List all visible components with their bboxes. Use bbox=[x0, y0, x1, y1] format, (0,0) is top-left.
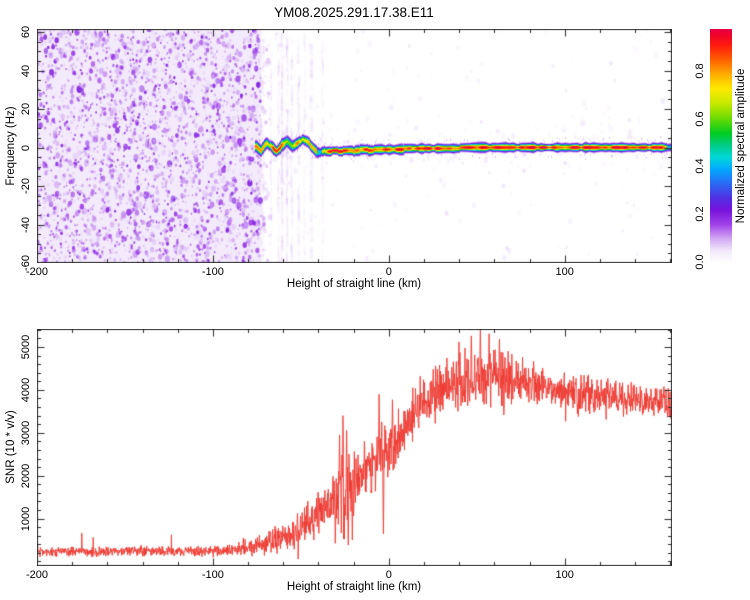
tick-label: 0 bbox=[385, 266, 392, 278]
spectrogram-x-axis-label: Height of straight line (km) bbox=[286, 278, 422, 290]
tick-label: -100 bbox=[201, 266, 224, 278]
snr-y-axis-label: SNR (10 * v/v) bbox=[5, 410, 17, 484]
tick-label: 3000 bbox=[20, 420, 32, 446]
tick-label: 5000 bbox=[20, 334, 32, 360]
colorbar-tick-label: 0.2 bbox=[694, 206, 706, 222]
tick-label: -200 bbox=[25, 569, 49, 581]
tick-label: -40 bbox=[20, 216, 32, 233]
tick-label: -100 bbox=[201, 569, 224, 581]
colorbar-canvas bbox=[710, 29, 732, 263]
tick-label: 4000 bbox=[20, 377, 32, 403]
snr-canvas bbox=[37, 329, 672, 566]
colorbar-tick-label: 0.0 bbox=[694, 254, 706, 270]
snr-x-axis-label: Height of straight line (km) bbox=[286, 581, 422, 593]
tick-label: 0 bbox=[20, 144, 32, 151]
tick-label: 0 bbox=[385, 569, 392, 581]
spectrogram-canvas bbox=[37, 29, 672, 263]
tick-label: 1000 bbox=[20, 506, 32, 531]
colorbar-tick-label: 0.8 bbox=[694, 63, 706, 79]
tick-label: 2000 bbox=[20, 463, 32, 488]
figure-title: YM08.2025.291.17.38.E11 bbox=[274, 5, 434, 20]
tick-label: -20 bbox=[20, 178, 32, 194]
tick-label: 20 bbox=[20, 102, 32, 116]
tick-label: 60 bbox=[20, 25, 32, 39]
colorbar-label: Normalized spectral amplitude bbox=[735, 68, 747, 224]
spectrogram-y-axis-label: Frequency (Hz) bbox=[5, 106, 17, 186]
tick-label: -200 bbox=[25, 266, 49, 278]
colorbar-tick-label: 0.6 bbox=[694, 110, 706, 127]
colorbar-tick-label: 0.4 bbox=[694, 158, 706, 175]
tick-label: 100 bbox=[555, 266, 574, 278]
tick-label: 100 bbox=[555, 569, 574, 581]
tick-label: 40 bbox=[20, 64, 32, 77]
